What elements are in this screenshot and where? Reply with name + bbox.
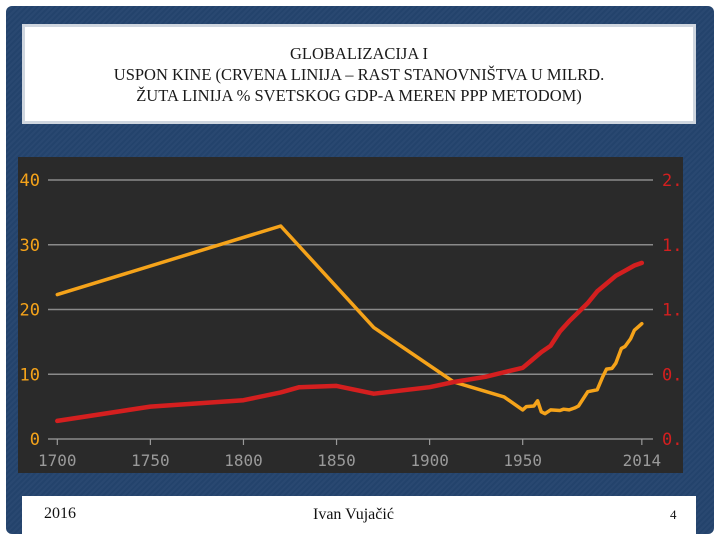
- x-tick-label-5: 1950: [503, 451, 542, 470]
- right-tick-label-0: 0.0: [662, 430, 683, 450]
- right-tick-label-3: 1.5: [662, 236, 683, 256]
- chart-background: [18, 157, 683, 473]
- left-tick-label-3: 30: [20, 236, 40, 256]
- right-tick-label-2: 1.0: [662, 301, 683, 321]
- x-tick-label-2: 1800: [224, 451, 263, 470]
- title-line-2: USPON KINE (CRVENA LINIJA – RAST STANOVN…: [113, 64, 605, 84]
- title-box: GLOBALIZACIJA I USPON KINE (CRVENA LINIJ…: [22, 24, 696, 124]
- population-line: [55, 260, 645, 424]
- left-tick-label-2: 20: [20, 301, 40, 321]
- right-tick-label-4: 2.0: [662, 171, 683, 191]
- page-number: 4: [670, 507, 677, 522]
- right-tick-label-1: 0.5: [662, 365, 683, 385]
- chart: 0 0.0 10 0.5 20 1.0 30 1.5 40 2.0 1700 1750 1800 1850…: [18, 157, 693, 473]
- chart-svg: 0 0.0 10 0.5 20 1.0 30 1.5 40 2.0 1700 1750 1800 1850…: [18, 157, 693, 473]
- title-line-3: ŽUTA LINIJA % SVETSKOG GDP-A MEREN PPP M…: [136, 85, 582, 105]
- footer-bar: [22, 496, 696, 534]
- x-tick-label-0: 1700: [38, 451, 77, 470]
- footer-author: Ivan Vujačić: [313, 506, 394, 523]
- x-tick-label-3: 1850: [317, 451, 356, 470]
- left-tick-label-4: 40: [20, 171, 40, 191]
- title-line-1: GLOBALIZACIJA I: [290, 43, 428, 63]
- left-tick-label-0: 0: [30, 430, 40, 450]
- x-tick-label-6: 2014: [623, 451, 662, 470]
- x-tick-label-4: 1900: [410, 451, 449, 470]
- left-tick-label-1: 10: [20, 365, 40, 385]
- gdp-share-line: [55, 224, 644, 416]
- x-tick-label-1: 1750: [131, 451, 170, 470]
- footer-year: 2016: [44, 505, 76, 522]
